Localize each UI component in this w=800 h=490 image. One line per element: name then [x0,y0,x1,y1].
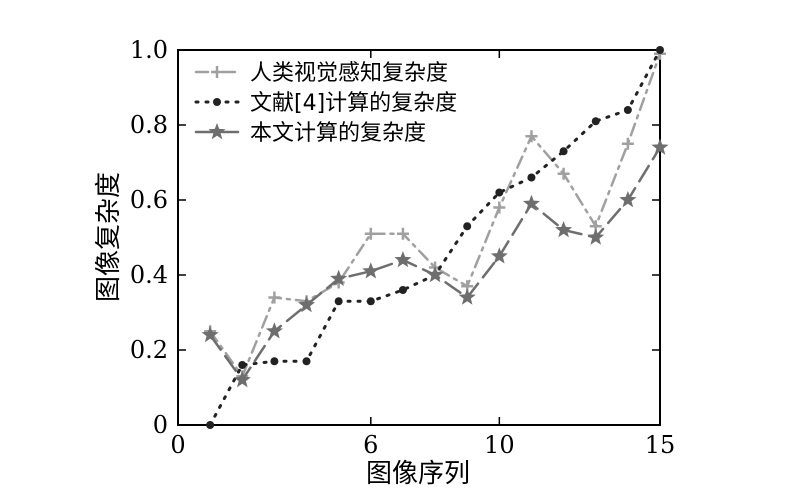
data-point [362,262,380,279]
data-point [559,147,568,156]
data-point [201,326,219,343]
series-3 [201,138,669,388]
data-point [621,137,634,150]
axis-ticks: 0 6 10 15 0 0.2 0.4 0.6 0.8 1.0 [130,36,675,459]
y-tick-label: 0.4 [130,261,168,289]
series-layer [201,46,669,429]
data-point [233,371,251,388]
data-point [265,322,283,339]
data-point [334,297,343,306]
legend-marker [211,66,223,78]
data-point [525,130,538,143]
legend-marker [208,123,226,140]
data-point [527,173,536,182]
x-tick-label: 15 [645,431,676,459]
plot-frame [177,49,661,426]
data-point [557,167,570,180]
data-point [366,297,375,306]
x-tick-label: 10 [484,431,515,459]
data-point [623,106,632,114]
legend-label: 人类视觉感知复杂度 [250,61,448,86]
data-point [587,228,605,245]
x-tick-label: 0 [170,431,185,459]
x-axis-label: 图像序列 [366,459,470,489]
axes-frame [177,49,661,426]
legend-label: 本文计算的复杂度 [250,121,426,146]
data-point [396,227,409,240]
x-tick-label: 6 [363,431,378,459]
data-point [206,421,215,429]
data-point [493,201,506,214]
data-point [297,296,316,313]
legend-entry: 文献[4]计算的复杂度 [194,91,457,116]
data-point [651,138,669,155]
y-tick-label: 0.2 [130,336,168,364]
data-point [495,188,504,197]
legend-marker [213,98,221,106]
y-tick-label: 1.0 [130,36,168,64]
data-point [619,191,637,208]
legend-label: 文献[4]计算的复杂度 [250,91,457,116]
data-point [656,46,664,54]
data-point [591,117,600,126]
data-point [330,269,348,287]
data-point [463,222,472,231]
data-point [364,227,377,240]
data-point [522,194,541,212]
data-point [398,286,407,294]
data-point [394,251,412,268]
data-point [458,288,476,305]
data-point [555,221,573,238]
legend-entry: 本文计算的复杂度 [194,121,426,146]
data-point [302,357,311,366]
y-tick-label: 0.6 [130,186,168,214]
y-tick-label: 0 [153,411,168,439]
data-point [268,291,281,304]
y-axis-label: 图像复杂度 [94,172,124,302]
data-point [490,247,508,264]
legend-entry: 人类视觉感知复杂度 [194,61,448,86]
data-point [270,357,279,366]
data-point [426,266,444,283]
data-point [238,361,247,369]
series-line [208,52,662,379]
y-tick-label: 0.8 [130,111,168,139]
